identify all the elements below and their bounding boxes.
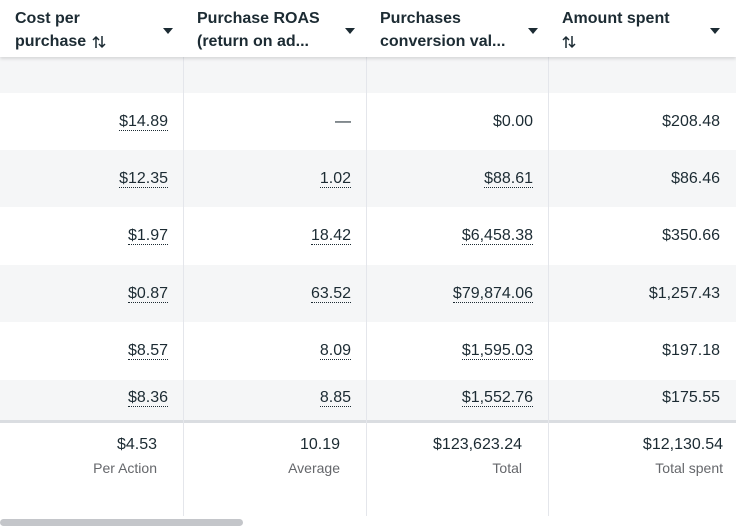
table-cell: $86.46: [548, 150, 736, 207]
table-cell: 18.42: [183, 207, 366, 265]
table-header: Cost per purchase Purchase ROAS (return …: [0, 0, 736, 57]
header-line: Cost per: [15, 10, 80, 27]
cell-value: $8.36: [127, 389, 168, 407]
table-cell: $197.18: [548, 322, 736, 380]
footer-cell: 10.19 Average: [183, 433, 340, 479]
header-amount-spent[interactable]: Amount spent: [562, 7, 670, 56]
header-conversion-value[interactable]: Purchases conversion val...: [380, 7, 505, 53]
cell-value: $86.46: [671, 169, 720, 187]
cell-value: $1,595.03: [461, 342, 533, 360]
cell-value: —: [335, 112, 351, 130]
header-line: (return on ad...: [197, 33, 309, 50]
table-cell: $175.55: [548, 380, 736, 420]
table-row: $14.89 — $0.00 $208.48: [0, 93, 736, 150]
table-cell: 8.09: [183, 322, 366, 380]
table-cell: $88.61: [366, 150, 548, 207]
header-roas[interactable]: Purchase ROAS (return on ad...: [197, 7, 320, 53]
dropdown-arrow[interactable]: [163, 28, 173, 34]
cell-value: $88.61: [484, 169, 533, 188]
sort-icon[interactable]: [562, 35, 576, 49]
table-row: $0.87 63.52 $79,874.06 $1,257.43: [0, 265, 736, 322]
cell-value: 8.09: [319, 342, 351, 360]
footer-cell: $123,623.24 Total: [366, 433, 522, 479]
header-line: Purchase ROAS: [197, 10, 320, 27]
footer-label: Per Action: [93, 460, 157, 476]
footer-value: $12,130.54: [642, 436, 723, 453]
table-cell: $1.97: [0, 207, 183, 265]
table-cell: $6,458.38: [366, 207, 548, 265]
header-cost-per-purchase[interactable]: Cost per purchase: [15, 7, 106, 53]
cell-value: $0.87: [127, 284, 168, 303]
table-row: $8.36 8.85 $1,552.76 $175.55: [0, 380, 736, 420]
footer-value: 10.19: [299, 436, 340, 453]
footer-label: Total: [492, 460, 522, 476]
cell-value: $79,874.06: [452, 284, 533, 303]
column-divider: [366, 0, 367, 516]
cell-value: $1,552.76: [461, 389, 533, 407]
footer-value: $123,623.24: [433, 436, 522, 453]
cell-value: $1.97: [127, 227, 168, 245]
footer-cell: $4.53 Per Action: [0, 433, 157, 479]
table-cell: $8.36: [0, 380, 183, 420]
footer-label: Average: [288, 460, 340, 476]
table-cell: $79,874.06: [366, 265, 548, 322]
cell-value: $6,458.38: [461, 227, 533, 245]
table-cell: $1,595.03: [366, 322, 548, 380]
header-line: conversion val...: [380, 33, 506, 50]
cell-value: 63.52: [310, 284, 351, 303]
table-cell: $8.57: [0, 322, 183, 380]
dropdown-arrow[interactable]: [345, 28, 355, 34]
footer-label: Total spent: [655, 460, 723, 476]
header-line: Purchases: [380, 10, 461, 27]
partial-row: [0, 57, 736, 93]
cell-value: $175.55: [662, 389, 720, 406]
table-cell: 1.02: [183, 150, 366, 207]
cell-value: $208.48: [662, 112, 720, 130]
dropdown-arrow[interactable]: [710, 28, 720, 34]
table-cell: 8.85: [183, 380, 366, 420]
table-cell: $1,552.76: [366, 380, 548, 420]
table-cell: $1,257.43: [548, 265, 736, 322]
column-divider: [548, 0, 549, 516]
column-divider: [183, 0, 184, 516]
cell-value: $197.18: [662, 342, 720, 359]
cell-value: $0.00: [492, 112, 533, 130]
table-cell: 63.52: [183, 265, 366, 322]
cell-value: 18.42: [310, 227, 351, 245]
table-footer: $4.53 Per Action 10.19 Average $123,623.24 To…: [0, 420, 736, 516]
header-line: purchase: [15, 30, 106, 53]
footer-value: $4.53: [116, 436, 157, 453]
cell-value: $350.66: [662, 227, 720, 244]
cell-value: $8.57: [127, 342, 168, 360]
footer-cell: $12,130.54 Total spent: [548, 433, 723, 479]
scrollbar[interactable]: [0, 519, 243, 526]
table-row: $8.57 8.09 $1,595.03 $197.18: [0, 322, 736, 380]
table-cell: $350.66: [548, 207, 736, 265]
cell-value: $12.35: [119, 169, 168, 188]
dropdown-arrow[interactable]: [528, 28, 538, 34]
table-cell: $0.00: [366, 93, 548, 150]
cell-value: $1,257.43: [648, 284, 720, 302]
cell-value: $14.89: [119, 112, 168, 131]
cell-value: 8.85: [319, 389, 351, 407]
header-line-text: purchase: [15, 33, 87, 50]
table-cell: $0.87: [0, 265, 183, 322]
table-row: $1.97 18.42 $6,458.38 $350.66: [0, 207, 736, 265]
header-line: Amount spent: [562, 10, 670, 27]
table-cell: —: [183, 93, 366, 150]
sort-icon[interactable]: [92, 35, 106, 49]
table-cell: $208.48: [548, 93, 736, 150]
table-row: $12.35 1.02 $88.61 $86.46: [0, 150, 736, 207]
table-cell: $14.89: [0, 93, 183, 150]
table-cell: $12.35: [0, 150, 183, 207]
cell-value: 1.02: [319, 169, 351, 188]
